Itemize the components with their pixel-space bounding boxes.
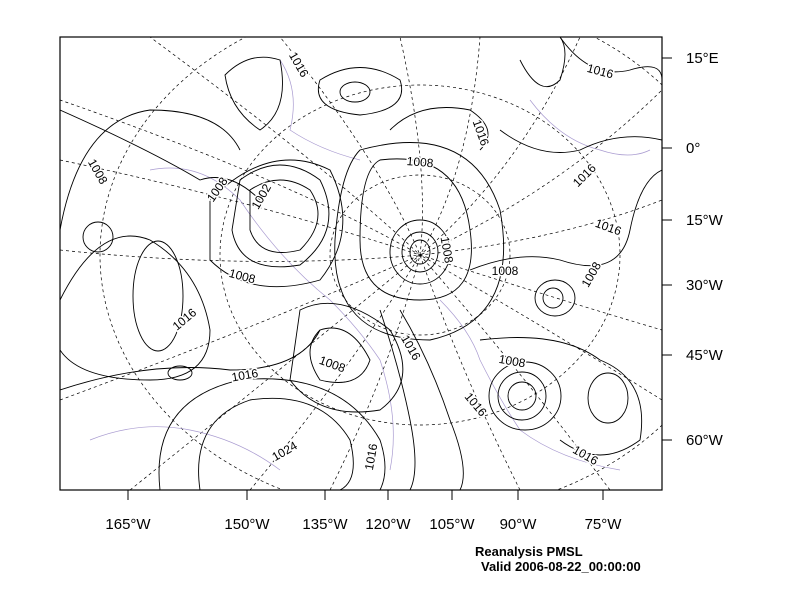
contour-label: 1008 — [406, 154, 434, 170]
caption-valid: Valid 2006-08-22_00:00:00 — [481, 559, 641, 574]
contour-label: 1008 — [579, 259, 605, 289]
caption-title: Reanalysis PMSL — [475, 544, 583, 559]
map-body — [60, 37, 662, 490]
contour-label: 1016 — [362, 442, 380, 471]
contour-label: 1008 — [85, 157, 111, 187]
lon-label: 150°W — [224, 516, 270, 533]
contour-label: 1024 — [270, 438, 300, 464]
lat-label: 15°E — [686, 50, 719, 67]
contour-label: 1002 — [249, 181, 275, 211]
contour-label: 1016 — [586, 61, 616, 82]
contour-label: 1016 — [470, 118, 492, 148]
contour-label: 1016 — [462, 390, 490, 420]
contour-label: 1008 — [438, 235, 456, 264]
lon-label: 165°W — [105, 516, 151, 533]
contour-label: 1016 — [570, 161, 599, 190]
lon-axis: 165°W 150°W 135°W 120°W 105°W 90°W 75°W — [105, 490, 622, 533]
lon-label: 75°W — [585, 516, 623, 533]
lat-label: 15°W — [686, 212, 724, 229]
lon-label: 135°W — [302, 516, 348, 533]
contour-label: 1008 — [317, 353, 347, 375]
lon-label: 120°W — [365, 516, 411, 533]
lon-label: 105°W — [429, 516, 475, 533]
contour-label: 1016 — [593, 216, 623, 238]
lat-label: 0° — [686, 140, 700, 157]
lat-label: 60°W — [686, 432, 724, 449]
contour-label: 1016 — [170, 305, 200, 333]
lat-axis: 15°E 0° 15°W 30°W 45°W 60°W — [662, 50, 724, 449]
graticule — [60, 37, 662, 490]
lat-label: 30°W — [686, 277, 724, 294]
isobars — [60, 37, 662, 490]
contour-label: 1016 — [230, 366, 259, 384]
lon-label: 90°W — [500, 516, 538, 533]
contour-label: 1008 — [228, 266, 258, 287]
contour-label: 1016 — [570, 443, 600, 469]
coastlines — [89, 59, 651, 471]
lat-label: 45°W — [686, 347, 724, 364]
map-frame — [59, 36, 663, 491]
contour-label: 1016 — [286, 50, 312, 80]
contour-label: 1008 — [492, 264, 519, 278]
contour-label: 1008 — [498, 352, 527, 370]
